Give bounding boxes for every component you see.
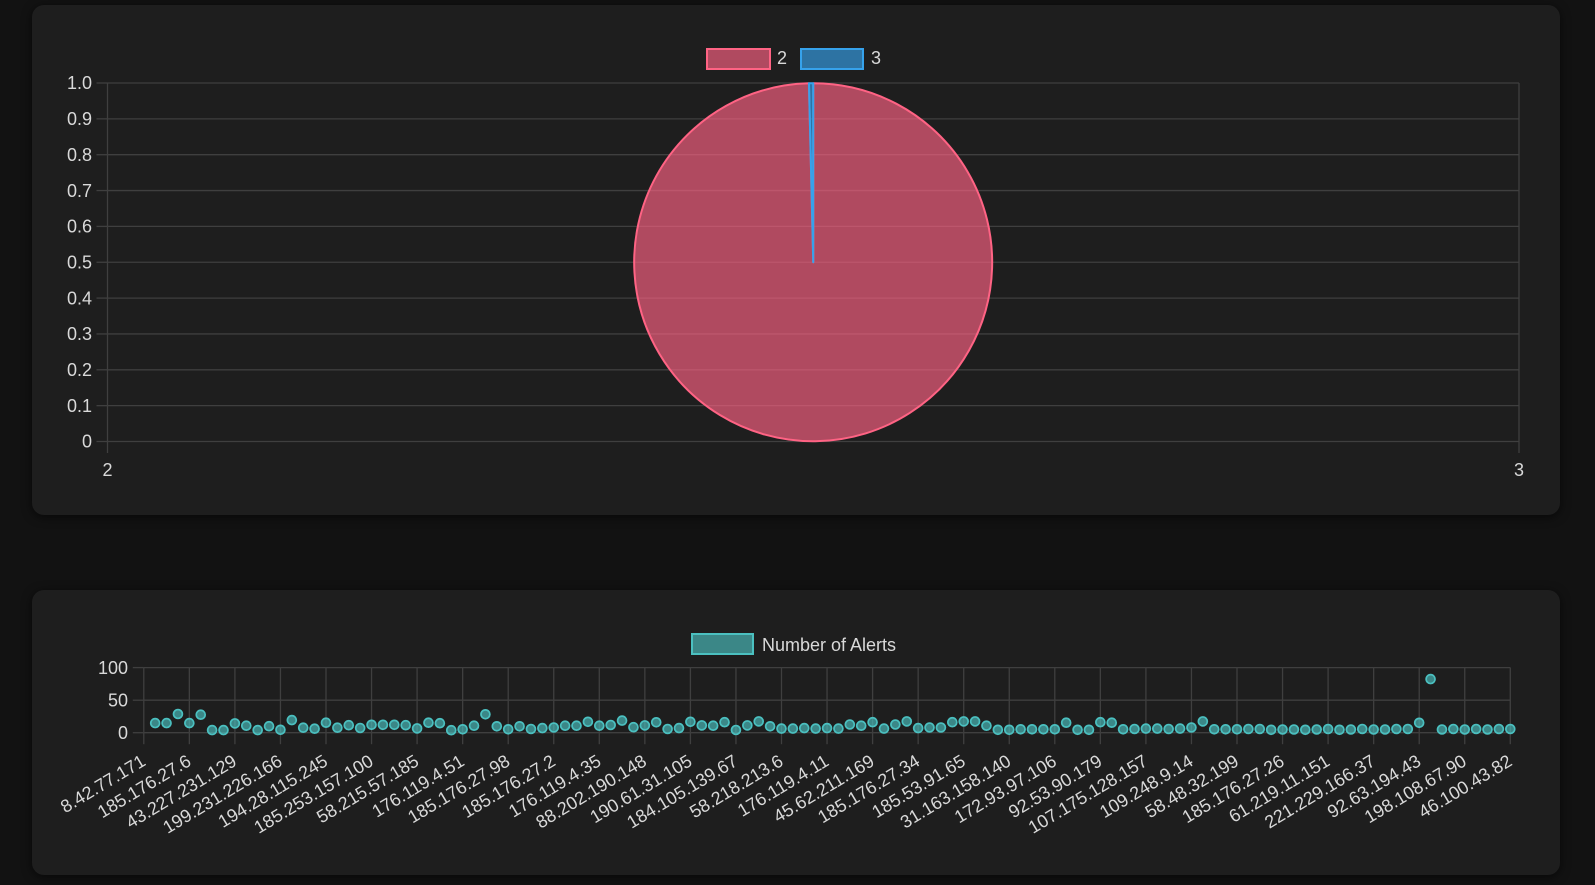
svg-text:0.9: 0.9 [67,109,92,129]
svg-text:0: 0 [118,723,128,743]
svg-text:50: 50 [108,690,128,710]
svg-text:1.0: 1.0 [67,73,92,93]
svg-text:0.5: 0.5 [67,252,92,272]
svg-text:3: 3 [871,48,881,68]
svg-text:0.1: 0.1 [67,396,92,416]
svg-text:3: 3 [1514,460,1524,480]
svg-text:0.4: 0.4 [67,288,92,308]
svg-text:0.7: 0.7 [67,181,92,201]
svg-text:0.3: 0.3 [67,324,92,344]
svg-text:0.8: 0.8 [67,145,92,165]
svg-text:0.2: 0.2 [67,360,92,380]
svg-text:0.6: 0.6 [67,217,92,237]
svg-text:100: 100 [98,658,128,678]
svg-text:0: 0 [82,432,92,452]
svg-text:2: 2 [777,48,787,68]
svg-text:2: 2 [102,460,112,480]
svg-text:Number of Alerts: Number of Alerts [762,635,896,655]
